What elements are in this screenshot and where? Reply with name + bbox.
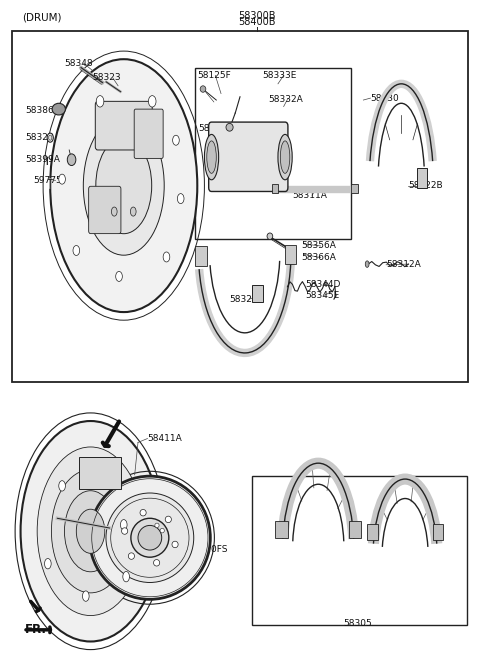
Bar (349, 521, 361, 538)
Bar (252, 476, 467, 625)
Ellipse shape (267, 233, 273, 239)
FancyBboxPatch shape (134, 109, 163, 158)
Text: 59775: 59775 (34, 176, 62, 185)
Bar (272, 184, 278, 194)
Text: 58333E: 58333E (263, 71, 297, 80)
Bar (350, 184, 358, 194)
Text: 58125F: 58125F (197, 71, 231, 80)
Text: 58348: 58348 (64, 59, 93, 67)
Bar (367, 525, 378, 540)
Ellipse shape (21, 421, 160, 642)
Ellipse shape (148, 95, 156, 107)
Ellipse shape (120, 519, 127, 530)
Bar (432, 525, 443, 540)
Ellipse shape (84, 116, 164, 255)
Ellipse shape (67, 154, 76, 165)
Text: 58345E: 58345E (305, 291, 340, 300)
Ellipse shape (163, 252, 170, 262)
Ellipse shape (280, 141, 290, 173)
Text: 58411A: 58411A (147, 434, 182, 443)
Text: 58332A: 58332A (198, 124, 233, 133)
Text: 58356A: 58356A (301, 241, 336, 250)
Ellipse shape (59, 481, 65, 491)
Text: 58300B: 58300B (238, 10, 276, 21)
Ellipse shape (200, 86, 206, 92)
Ellipse shape (155, 523, 159, 528)
Ellipse shape (131, 518, 169, 557)
Text: 58323: 58323 (25, 133, 54, 141)
Ellipse shape (165, 516, 171, 523)
Ellipse shape (207, 141, 216, 173)
Text: 58311A: 58311A (292, 191, 327, 200)
Text: 58322B: 58322B (229, 294, 264, 303)
Text: 58305: 58305 (343, 619, 372, 628)
Bar (12, 31, 468, 382)
Text: 58400B: 58400B (238, 17, 276, 27)
Ellipse shape (64, 490, 117, 572)
Ellipse shape (278, 135, 292, 180)
Text: 1220FS: 1220FS (195, 545, 228, 554)
Ellipse shape (83, 591, 89, 601)
Polygon shape (273, 186, 356, 192)
Ellipse shape (131, 207, 136, 216)
Ellipse shape (50, 60, 197, 312)
Text: 58366A: 58366A (301, 253, 336, 262)
Ellipse shape (73, 245, 80, 256)
Ellipse shape (96, 137, 152, 233)
Bar (195, 246, 207, 266)
Ellipse shape (59, 174, 65, 184)
Ellipse shape (178, 194, 184, 203)
Bar (276, 521, 288, 538)
Ellipse shape (154, 560, 160, 566)
Ellipse shape (106, 493, 194, 583)
Bar (285, 245, 296, 264)
Ellipse shape (121, 528, 128, 534)
Ellipse shape (123, 572, 130, 582)
Ellipse shape (116, 271, 122, 281)
Ellipse shape (204, 135, 219, 180)
Text: 58399A: 58399A (25, 154, 60, 164)
Text: 58323: 58323 (92, 73, 120, 82)
Ellipse shape (52, 103, 65, 115)
Ellipse shape (140, 509, 146, 516)
Text: 58312A: 58312A (386, 260, 421, 269)
Text: 58344D: 58344D (305, 280, 341, 288)
Ellipse shape (365, 261, 369, 267)
Bar (417, 168, 427, 188)
Ellipse shape (76, 509, 105, 553)
Ellipse shape (226, 124, 233, 131)
Ellipse shape (128, 553, 134, 559)
Text: 58322B: 58322B (408, 181, 443, 190)
Text: (DRUM): (DRUM) (22, 12, 61, 23)
Ellipse shape (138, 525, 162, 550)
Bar (79, 456, 121, 489)
Text: 58386B: 58386B (25, 106, 60, 115)
Bar (252, 285, 263, 302)
Bar (195, 67, 351, 239)
Text: 58330: 58330 (371, 94, 399, 103)
Ellipse shape (47, 133, 53, 142)
Ellipse shape (96, 95, 104, 107)
Ellipse shape (89, 476, 210, 599)
FancyBboxPatch shape (209, 122, 288, 192)
Ellipse shape (172, 542, 178, 547)
Ellipse shape (160, 528, 164, 533)
FancyBboxPatch shape (89, 186, 121, 233)
Ellipse shape (48, 135, 52, 140)
Ellipse shape (173, 135, 179, 145)
Ellipse shape (51, 470, 130, 593)
Ellipse shape (111, 207, 117, 216)
Ellipse shape (45, 559, 51, 569)
Text: FR.: FR. (25, 623, 47, 636)
Text: 58332A: 58332A (268, 95, 303, 104)
FancyBboxPatch shape (96, 101, 152, 150)
Ellipse shape (37, 447, 144, 615)
